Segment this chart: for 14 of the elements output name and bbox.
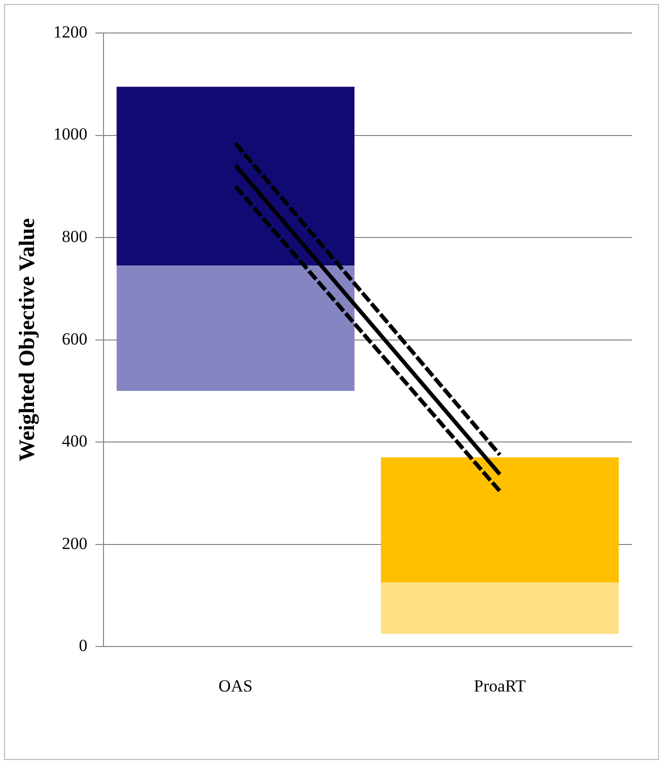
y-tick-label: 1000 (53, 124, 88, 144)
bar (116, 266, 354, 391)
x-tick-label: OAS (218, 676, 253, 696)
bar (116, 86, 354, 266)
y-axis-title: Weighted Objective Value (14, 218, 39, 462)
y-tick-label: 1200 (53, 22, 88, 42)
y-tick-label: 0 (78, 636, 88, 656)
y-tick-label: 200 (62, 534, 88, 553)
x-tick-label: ProaRT (474, 676, 526, 696)
bar (380, 457, 619, 583)
y-tick-label: 800 (62, 227, 88, 246)
y-tick-label: 600 (62, 329, 88, 348)
bar (380, 582, 619, 634)
y-tick-label: 400 (62, 432, 88, 451)
